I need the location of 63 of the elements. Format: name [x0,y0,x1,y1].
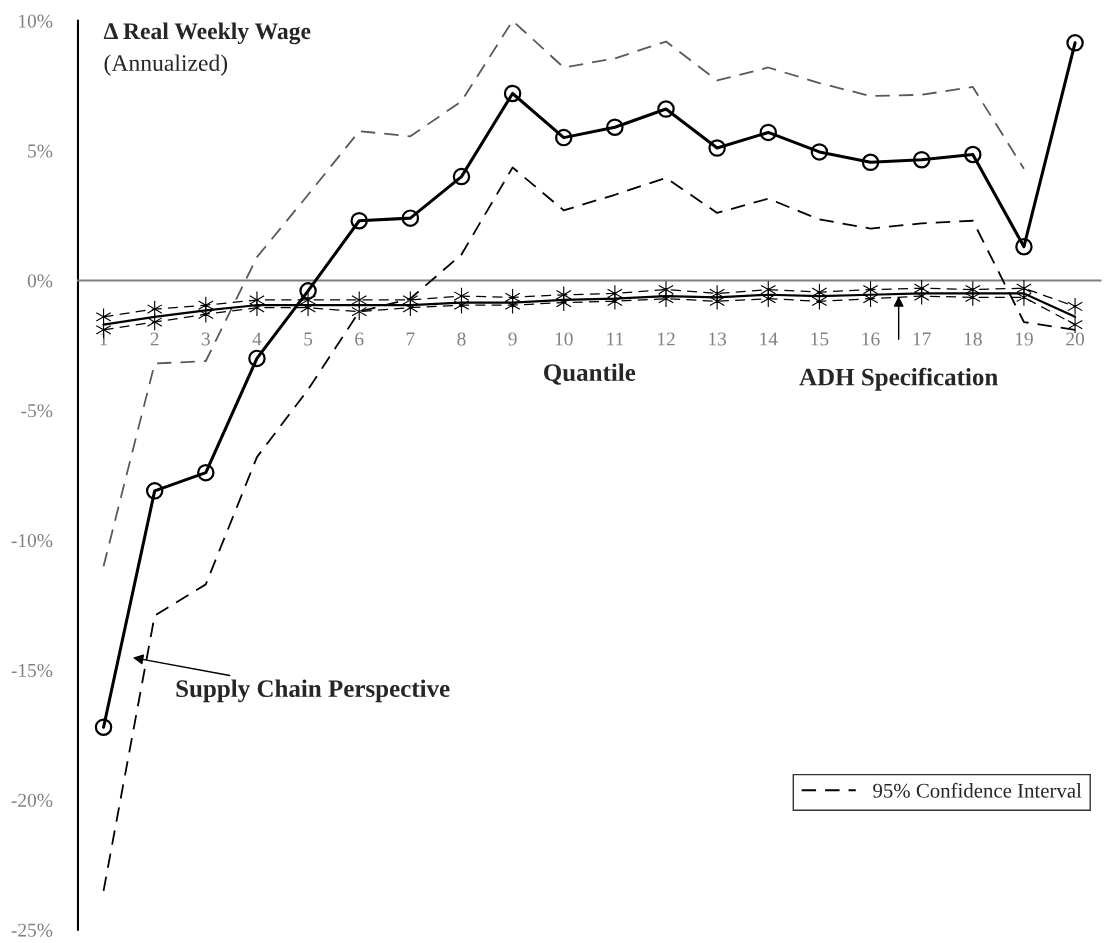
annotation: ADH Specification [799,367,998,391]
point [401,209,420,227]
point [1015,237,1033,256]
x-tick-label: 15 [811,332,829,346]
point [197,463,215,482]
y-tick-label: -25% [11,923,53,937]
point [810,143,829,161]
point [198,305,214,324]
point [862,289,879,308]
y-tick-label: 5% [28,144,53,158]
point [554,128,573,147]
x-tick-label: 18 [964,332,982,346]
point [606,118,624,136]
x-tick-label: 10 [555,332,573,346]
y-tick-label: -15% [11,663,53,678]
point [248,349,266,368]
x-tick-label: 6 [355,332,364,346]
chart-title: Δ Real Weekly Wage [103,22,311,45]
x-tick-label: 16 [862,332,880,346]
x-tick-label: 11 [607,332,624,346]
point [351,302,367,321]
point [503,84,522,103]
y-tick-label: -5% [21,404,53,418]
text: (Annualized) [104,54,228,76]
x-tick-label: 7 [406,332,415,346]
annotation: Supply Chain Perspective [176,679,450,703]
point [861,153,880,172]
x-tick-label: 13 [709,332,727,346]
point [299,282,317,300]
point [912,150,931,169]
point [1066,34,1084,52]
x-tick-label: 8 [457,332,466,346]
x-tick-label: 9 [508,332,517,346]
x-tick-label: 3 [201,332,210,346]
x-tick-label: 19 [1015,332,1033,346]
x-tick-label: 14 [760,332,778,346]
point [709,292,725,311]
point [350,211,368,230]
x-tick-label: 17 [913,332,931,346]
point [145,482,164,500]
point [657,100,675,118]
point [760,289,777,308]
x-tick-label: 20 [1066,332,1085,346]
point [658,289,674,308]
y-tick-label: -10% [11,534,53,548]
point [759,123,778,142]
point [965,288,981,307]
x-tick-label: 2 [150,332,159,346]
point [94,718,113,736]
y-tick-label: 0% [27,274,53,288]
legend-label: 95% Confidence Interval [873,782,1082,798]
point [811,292,828,311]
point [607,292,623,311]
point [452,167,471,186]
x-tick-label: 12 [657,332,675,346]
x-tick-label: 4 [252,332,262,346]
point [964,145,982,164]
point [402,298,419,317]
y-tick-label: -20% [11,793,53,807]
point [708,139,726,157]
x-axis-title: Quantile [544,363,636,385]
x-tick-label: 5 [304,332,313,346]
y-tick-label: 10% [19,14,53,28]
